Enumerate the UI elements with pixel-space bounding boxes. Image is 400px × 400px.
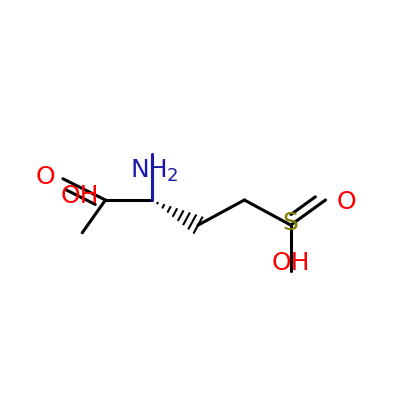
Text: OH: OH [61,184,100,208]
Text: OH: OH [272,251,310,275]
Text: NH: NH [131,158,169,182]
Text: S: S [283,211,299,235]
Text: O: O [337,190,357,214]
Text: 2: 2 [166,167,178,185]
Text: O: O [36,165,55,189]
